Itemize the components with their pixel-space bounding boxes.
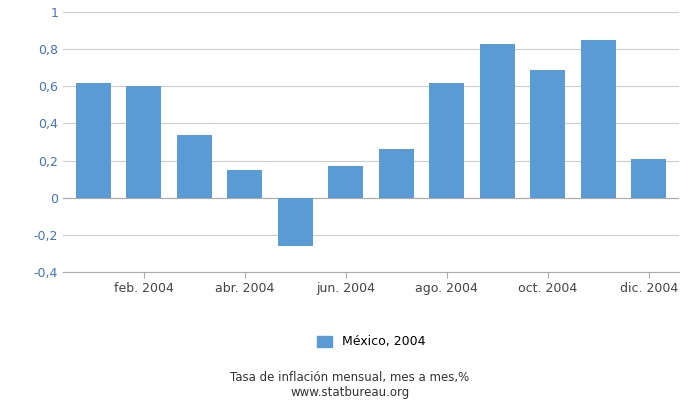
Bar (480, 44, 515, 198)
Bar (227, 170, 262, 198)
Legend: México, 2004: México, 2004 (316, 336, 426, 348)
Bar (580, 40, 616, 198)
Bar (176, 134, 212, 198)
Bar (530, 70, 566, 198)
Bar (126, 86, 162, 198)
Text: www.statbureau.org: www.statbureau.org (290, 386, 410, 399)
Bar (379, 150, 414, 198)
Bar (429, 82, 464, 198)
Bar (328, 166, 363, 198)
Text: Tasa de inflación mensual, mes a mes,%: Tasa de inflación mensual, mes a mes,% (230, 372, 470, 384)
Bar (278, 198, 313, 246)
Bar (631, 159, 666, 198)
Bar (76, 82, 111, 198)
